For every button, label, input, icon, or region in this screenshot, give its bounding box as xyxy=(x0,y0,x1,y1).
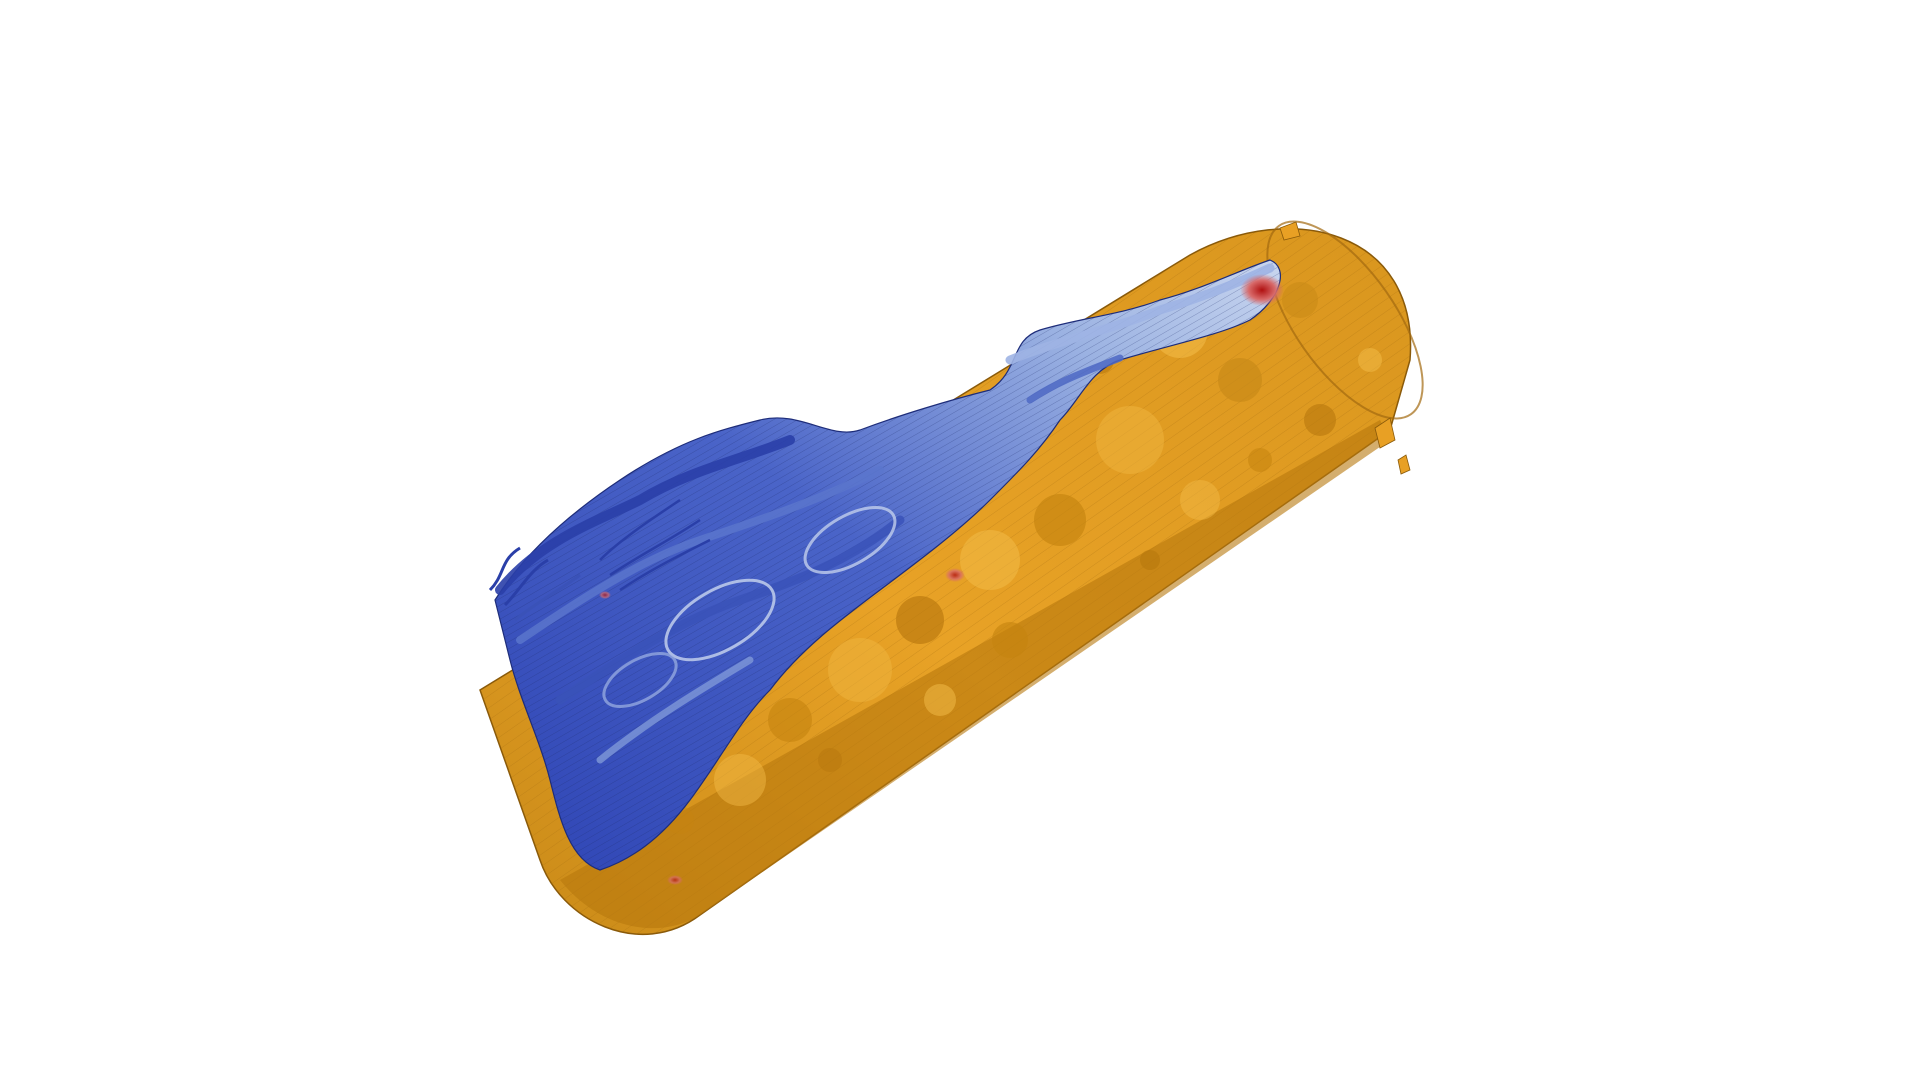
velocity-hotspots xyxy=(599,274,1284,885)
core-grain-texture xyxy=(666,282,1382,834)
core-fragments xyxy=(1279,221,1411,475)
flow-streamlines xyxy=(488,259,1281,871)
